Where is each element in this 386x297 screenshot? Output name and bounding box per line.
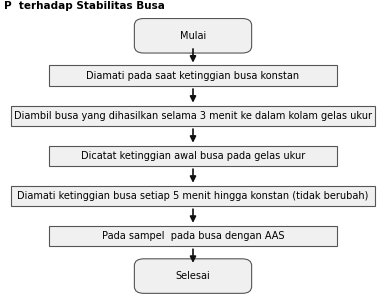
FancyBboxPatch shape [49, 146, 337, 166]
Text: Pada sampel  pada busa dengan AAS: Pada sampel pada busa dengan AAS [102, 231, 284, 241]
FancyBboxPatch shape [12, 186, 374, 206]
FancyBboxPatch shape [134, 259, 252, 293]
Text: Dicatat ketinggian awal busa pada gelas ukur: Dicatat ketinggian awal busa pada gelas … [81, 151, 305, 161]
Text: Mulai: Mulai [180, 31, 206, 41]
Text: Diamati ketinggian busa setiap 5 menit hingga konstan (tidak berubah): Diamati ketinggian busa setiap 5 menit h… [17, 191, 369, 201]
Text: P  terhadap Stabilitas Busa: P terhadap Stabilitas Busa [4, 1, 165, 12]
Text: Diambil busa yang dihasilkan selama 3 menit ke dalam kolam gelas ukur: Diambil busa yang dihasilkan selama 3 me… [14, 111, 372, 121]
FancyBboxPatch shape [134, 18, 252, 53]
FancyBboxPatch shape [49, 65, 337, 86]
Text: Diamati pada saat ketinggian busa konstan: Diamati pada saat ketinggian busa konsta… [86, 71, 300, 81]
Text: Selesai: Selesai [176, 271, 210, 281]
FancyBboxPatch shape [49, 226, 337, 247]
FancyBboxPatch shape [12, 105, 374, 126]
